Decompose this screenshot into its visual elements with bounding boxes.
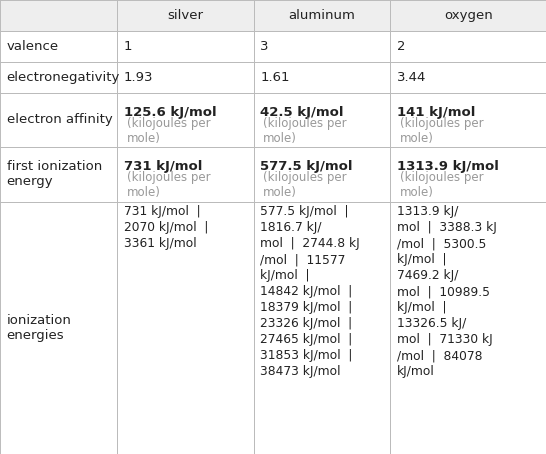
Bar: [390, 147, 546, 202]
Bar: [390, 0, 546, 31]
Bar: [0, 31, 117, 62]
Bar: [117, 31, 254, 62]
Bar: [117, 202, 254, 454]
Text: electronegativity: electronegativity: [7, 71, 120, 84]
Bar: [117, 93, 254, 147]
Text: 125.6 kJ/mol: 125.6 kJ/mol: [124, 106, 217, 119]
Bar: [254, 147, 390, 202]
Text: (kilojoules per
mole): (kilojoules per mole): [263, 117, 347, 145]
Bar: [254, 202, 390, 454]
Text: 731 kJ/mol  |
2070 kJ/mol  |
3361 kJ/mol: 731 kJ/mol | 2070 kJ/mol | 3361 kJ/mol: [124, 205, 209, 250]
Bar: [117, 0, 254, 31]
Text: 1.61: 1.61: [260, 71, 290, 84]
Text: aluminum: aluminum: [289, 9, 355, 22]
Text: 3.44: 3.44: [397, 71, 426, 84]
Bar: [0, 93, 117, 147]
Text: (kilojoules per
mole): (kilojoules per mole): [400, 117, 483, 145]
Text: 141 kJ/mol: 141 kJ/mol: [397, 106, 476, 119]
Text: ionization
energies: ionization energies: [7, 314, 72, 342]
Bar: [254, 31, 390, 62]
Text: (kilojoules per
mole): (kilojoules per mole): [263, 171, 347, 199]
Text: valence: valence: [7, 40, 58, 53]
Bar: [254, 93, 390, 147]
Text: 577.5 kJ/mol  |
1816.7 kJ/
mol  |  2744.8 kJ
/mol  |  11577
kJ/mol  |
14842 kJ/m: 577.5 kJ/mol | 1816.7 kJ/ mol | 2744.8 k…: [260, 205, 360, 378]
Text: 42.5 kJ/mol: 42.5 kJ/mol: [260, 106, 344, 119]
Bar: [390, 93, 546, 147]
Bar: [254, 62, 390, 93]
Text: 1: 1: [124, 40, 133, 53]
Text: electron affinity: electron affinity: [7, 114, 112, 126]
Text: oxygen: oxygen: [444, 9, 492, 22]
Text: 1313.9 kJ/
mol  |  3388.3 kJ
/mol  |  5300.5
kJ/mol  |
7469.2 kJ/
mol  |  10989.: 1313.9 kJ/ mol | 3388.3 kJ /mol | 5300.5…: [397, 205, 497, 378]
Text: (kilojoules per
mole): (kilojoules per mole): [400, 171, 483, 199]
Text: silver: silver: [168, 9, 204, 22]
Bar: [390, 62, 546, 93]
Text: 2: 2: [397, 40, 406, 53]
Bar: [254, 0, 390, 31]
Bar: [117, 147, 254, 202]
Text: 577.5 kJ/mol: 577.5 kJ/mol: [260, 160, 353, 173]
Bar: [117, 62, 254, 93]
Bar: [0, 147, 117, 202]
Bar: [0, 62, 117, 93]
Text: 1.93: 1.93: [124, 71, 153, 84]
Text: (kilojoules per
mole): (kilojoules per mole): [127, 171, 210, 199]
Text: first ionization
energy: first ionization energy: [7, 160, 102, 188]
Text: (kilojoules per
mole): (kilojoules per mole): [127, 117, 210, 145]
Bar: [0, 0, 117, 31]
Bar: [390, 202, 546, 454]
Bar: [390, 31, 546, 62]
Bar: [0, 202, 117, 454]
Text: 3: 3: [260, 40, 269, 53]
Text: 731 kJ/mol: 731 kJ/mol: [124, 160, 203, 173]
Text: 1313.9 kJ/mol: 1313.9 kJ/mol: [397, 160, 499, 173]
